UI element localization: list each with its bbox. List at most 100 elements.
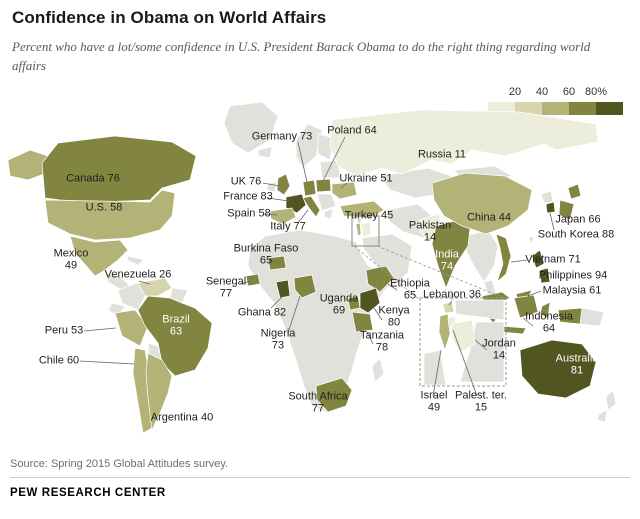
country-spain bbox=[269, 207, 297, 225]
landmass-finland bbox=[317, 133, 335, 161]
footer: PEW RESEARCH CENTER bbox=[10, 477, 630, 499]
country-russia bbox=[329, 109, 599, 177]
color-legend: 20 40 60 80% bbox=[488, 86, 626, 120]
leader-line bbox=[543, 275, 548, 280]
leader-line bbox=[262, 182, 281, 187]
country-south-africa bbox=[315, 377, 353, 413]
landmass-balkans bbox=[316, 193, 337, 212]
leader-line bbox=[79, 360, 135, 365]
legend-swatch-5 bbox=[596, 102, 623, 115]
inset-syria bbox=[454, 299, 505, 321]
landmass-iceland bbox=[257, 146, 273, 159]
country-argentina bbox=[145, 352, 173, 432]
landmass-sri-lanka bbox=[447, 291, 456, 302]
surveyed-countries bbox=[7, 109, 599, 434]
leader-line bbox=[510, 259, 528, 263]
landmass-colombia bbox=[117, 282, 146, 311]
country-ghana bbox=[275, 279, 291, 299]
country-kenya bbox=[359, 287, 381, 314]
country-israel-small bbox=[355, 222, 362, 237]
landmass-se-asia bbox=[465, 229, 499, 283]
leader-line bbox=[322, 136, 346, 182]
middle-east-zoom-area bbox=[351, 215, 505, 301]
country-china bbox=[431, 172, 533, 235]
landmass-africa bbox=[247, 229, 396, 414]
landmass-taiwan bbox=[527, 235, 535, 245]
leader-line bbox=[522, 317, 534, 327]
landmass-ireland bbox=[266, 181, 277, 193]
landmass-cuba bbox=[126, 255, 145, 266]
leader-line bbox=[287, 295, 301, 334]
country-senegal bbox=[245, 273, 261, 287]
country-india bbox=[431, 219, 471, 289]
country-burkina-faso bbox=[267, 255, 287, 271]
world-map: Germany 73 Poland 64 Russia 11 Canada 76 UK … bbox=[0, 98, 640, 463]
leader-line bbox=[527, 290, 542, 297]
page-title: Confidence in Obama on World Affairs bbox=[12, 8, 327, 27]
leader-line bbox=[239, 280, 252, 285]
landmass-scandinavia bbox=[295, 123, 323, 169]
landmass-greenland bbox=[223, 101, 279, 154]
country-uk bbox=[276, 173, 291, 196]
inset-connector-right bbox=[376, 245, 505, 299]
leader-line bbox=[549, 212, 555, 231]
inset-connector-left bbox=[353, 245, 421, 301]
legend-swatch-3 bbox=[542, 102, 569, 115]
leader-line bbox=[270, 296, 283, 309]
country-nigeria bbox=[293, 274, 317, 299]
leader-line bbox=[83, 327, 117, 332]
leader-line bbox=[297, 141, 308, 183]
country-turkey bbox=[339, 200, 385, 219]
leader-line bbox=[138, 280, 151, 285]
leader-line bbox=[448, 300, 453, 306]
legend-swatch-4 bbox=[569, 102, 596, 115]
page-subtitle: Percent who have a lot/some confidence i… bbox=[12, 39, 591, 73]
country-lebanon-small bbox=[356, 217, 362, 224]
country-jordan-small bbox=[360, 221, 372, 238]
inset-lebanon bbox=[442, 301, 455, 314]
country-poland bbox=[315, 178, 332, 193]
landmass-new-zealand bbox=[596, 390, 617, 423]
leader-line bbox=[340, 182, 348, 189]
leader-lines bbox=[79, 136, 555, 397]
landmass-baltics bbox=[319, 159, 341, 179]
country-peru bbox=[114, 309, 149, 347]
country-tanzania bbox=[351, 311, 374, 333]
zoom-rectangle bbox=[351, 215, 380, 247]
leader-line bbox=[432, 349, 442, 397]
country-us bbox=[44, 189, 176, 241]
source-note: Source: Spring 2015 Global Attitudes sur… bbox=[10, 458, 229, 470]
leader-line bbox=[474, 339, 488, 351]
brand-name: PEW RESEARCH CENTER bbox=[10, 487, 166, 499]
leader-line bbox=[373, 307, 383, 321]
leader-line bbox=[452, 329, 478, 397]
legend-swatches bbox=[488, 102, 626, 115]
inset-egypt bbox=[423, 349, 447, 386]
leader-line bbox=[263, 213, 278, 216]
country-south-korea bbox=[545, 201, 556, 214]
country-venezuela bbox=[137, 277, 173, 297]
legend-tick-label: 60 bbox=[562, 86, 576, 98]
leader-line bbox=[366, 331, 374, 345]
landmass-papua-new-guinea bbox=[579, 307, 605, 327]
country-ukraine bbox=[331, 181, 358, 200]
inset-israel bbox=[438, 313, 451, 352]
world-map-svg bbox=[7, 101, 617, 434]
country-vietnam bbox=[495, 233, 512, 284]
middle-east-inset bbox=[419, 297, 507, 387]
leader-line bbox=[267, 260, 278, 263]
legend-tick-label: 80% bbox=[584, 86, 608, 98]
country-italy bbox=[302, 195, 321, 218]
legend-tick-label: 40 bbox=[535, 86, 549, 98]
country-japan bbox=[558, 183, 582, 221]
country-uganda bbox=[347, 295, 361, 311]
country-canada bbox=[41, 135, 197, 203]
inset-border bbox=[419, 297, 507, 387]
country-philippines bbox=[531, 249, 551, 284]
country-mexico bbox=[69, 235, 129, 277]
leader-line bbox=[266, 197, 290, 202]
landmass-greece bbox=[323, 208, 334, 220]
landmass-madagascar bbox=[371, 357, 385, 383]
landmass-north-korea bbox=[540, 190, 554, 204]
country-brazil bbox=[137, 295, 213, 377]
